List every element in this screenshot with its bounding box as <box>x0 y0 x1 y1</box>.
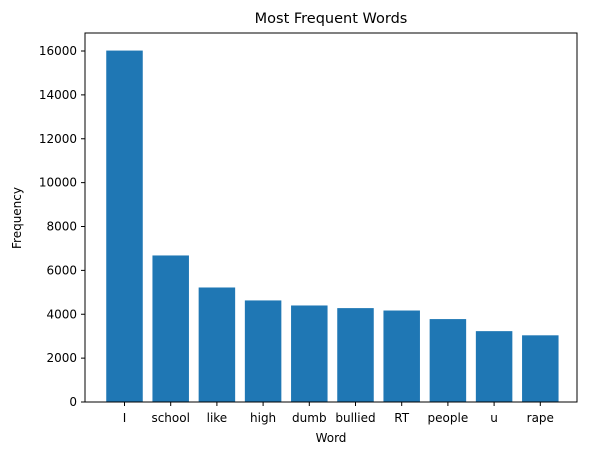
y-tick-label: 10000 <box>39 176 77 190</box>
bar-school <box>152 255 189 402</box>
y-tick-label: 8000 <box>46 220 77 234</box>
y-tick-label: 12000 <box>39 132 77 146</box>
x-tick-label: high <box>250 411 276 425</box>
x-tick-label: I <box>123 411 127 425</box>
y-tick-label: 14000 <box>39 88 77 102</box>
bar-high <box>244 300 282 402</box>
bar-dumb <box>291 305 328 402</box>
bar-i <box>106 50 143 402</box>
x-tick-label: u <box>490 411 498 425</box>
chart-title: Most Frequent Words <box>255 11 408 27</box>
x-tick-label: like <box>207 411 228 425</box>
bar-u <box>475 331 513 402</box>
x-tick-label: bullied <box>335 411 375 425</box>
x-tick-label: dumb <box>292 411 327 425</box>
bar-bullied <box>337 308 374 402</box>
plot-border <box>84 32 578 403</box>
x-axis-title: Word <box>316 431 347 445</box>
y-axis-title: Frequency <box>10 187 24 249</box>
bars-group <box>106 50 559 402</box>
bar-rape <box>522 335 559 402</box>
y-tick-label: 16000 <box>39 44 77 58</box>
y-tick-label: 0 <box>69 395 77 409</box>
x-tick-label: people <box>428 411 469 425</box>
y-tick-label: 2000 <box>46 351 77 365</box>
y-axis-ticks: 0 2000 4000 6000 8000 10000 12000 14000 16000 <box>39 44 85 409</box>
x-tick-label: rape <box>527 411 554 425</box>
bar-like <box>198 287 236 402</box>
bar-rt <box>383 310 420 402</box>
y-tick-label: 4000 <box>46 307 77 321</box>
x-tick-label: school <box>151 411 189 425</box>
x-tick-label: RT <box>394 411 409 425</box>
bar-people <box>429 319 467 402</box>
y-tick-label: 6000 <box>46 263 77 277</box>
